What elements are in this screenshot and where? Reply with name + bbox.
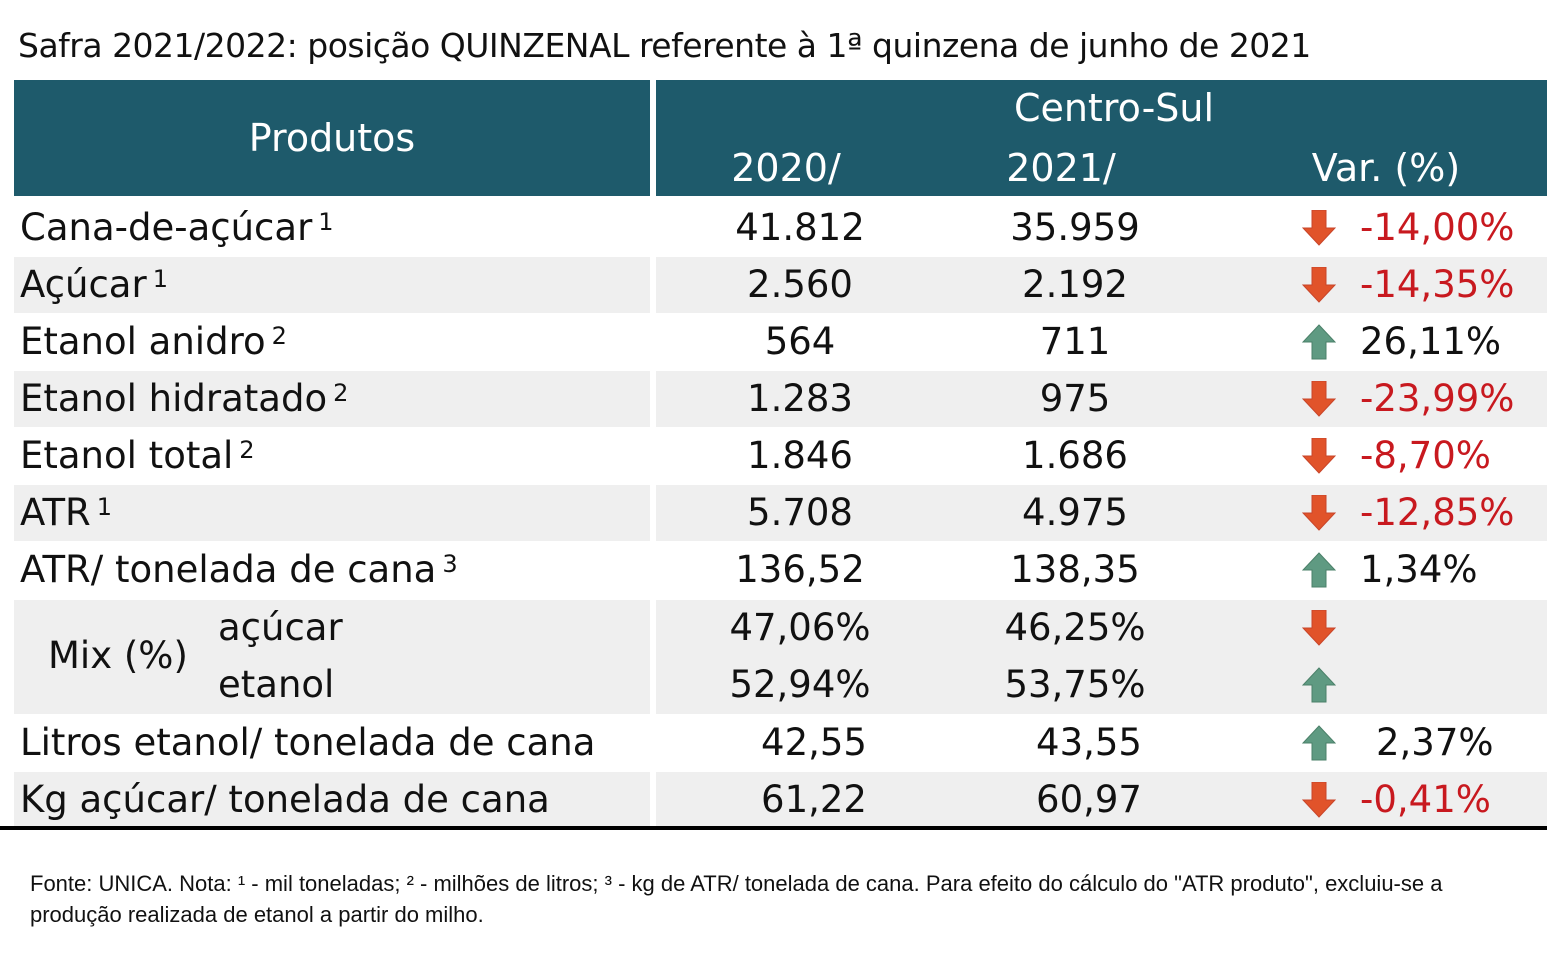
mix-sugar-label: açúcar: [218, 606, 343, 649]
row-label-text: ATR/ tonelada de cana: [20, 548, 437, 591]
row-label: Kg açúcar/ tonelada de cana: [20, 778, 550, 821]
header-products: Produtos: [14, 80, 650, 196]
value-2021: 60,97: [1036, 778, 1142, 821]
value-2020: 61,22: [761, 778, 867, 821]
table-row: ATR/ tonelada de cana 3 136,52 138,35 1,34%: [14, 542, 1547, 598]
row-label-text: Etanol anidro: [20, 320, 266, 363]
row-label: Etanol total 2: [20, 428, 255, 484]
row-label: ATR/ tonelada de cana 3: [20, 542, 458, 598]
value-var: -12,85%: [1360, 491, 1515, 534]
mix-sugar-2021: 46,25%: [1004, 606, 1146, 649]
down-arrow-icon: [1302, 782, 1336, 818]
value-2021: 138,35: [1010, 548, 1140, 591]
header-products-label: Produtos: [248, 116, 416, 160]
row-label-text: Açúcar: [20, 263, 147, 306]
table-title: Safra 2021/2022: posição QUINZENAL refer…: [18, 26, 1311, 65]
header-region-label: Centro-Sul: [1013, 86, 1215, 130]
value-2020: 1.846: [747, 434, 853, 477]
value-2020: 42,55: [761, 721, 867, 764]
down-arrow-icon: [1302, 495, 1336, 531]
value-2021: 711: [1039, 320, 1111, 363]
down-arrow-icon: [1302, 381, 1336, 417]
row-label-text: ATR: [20, 491, 91, 534]
header-col-2021: 2021/ 2022: [1006, 146, 1116, 234]
row-label-note: 2: [271, 322, 287, 350]
value-2020: 5.708: [747, 491, 853, 534]
row-label: Açúcar 1: [20, 257, 168, 313]
value-2021: 975: [1039, 377, 1111, 420]
table-row: Etanol hidratado 2 1.283 975 -23,99%: [14, 371, 1547, 427]
down-arrow-icon: [1302, 438, 1336, 474]
row-label-note: 1: [152, 265, 168, 293]
mix-ethanol-2020: 52,94%: [729, 663, 871, 706]
row-label: Etanol anidro 2: [20, 314, 287, 370]
value-var: 26,11%: [1360, 320, 1502, 363]
header-col-var: Var. (%): [1311, 146, 1461, 190]
header-col-2020: 2020/ 2021: [731, 146, 841, 234]
value-var: 1,34%: [1360, 548, 1478, 591]
value-2021: 1.686: [1022, 434, 1128, 477]
mix-sugar-2020: 47,06%: [729, 606, 871, 649]
row-label-note: 1: [318, 208, 334, 236]
row-label-note: 3: [442, 550, 458, 578]
up-arrow-icon: [1302, 552, 1336, 588]
table-row: Etanol total 2 1.846 1.686 -8,70%: [14, 428, 1547, 484]
row-label-text: Etanol total: [20, 434, 234, 477]
value-var: 2,37%: [1376, 721, 1494, 764]
table-row: Kg açúcar/ tonelada de cana 61,22 60,97 -0,…: [14, 772, 1547, 828]
row-label-note: 2: [333, 379, 349, 407]
table-bottom-rule: [0, 826, 1547, 830]
mix-label: Mix (%): [48, 634, 188, 677]
value-2020: 564: [764, 320, 836, 363]
value-2021: 2.192: [1022, 263, 1128, 306]
up-arrow-icon: [1302, 667, 1336, 703]
value-2020: 136,52: [735, 548, 865, 591]
value-var: -23,99%: [1360, 377, 1515, 420]
row-label: Cana-de-açúcar 1: [20, 200, 334, 256]
value-2020: 2.560: [747, 263, 853, 306]
up-arrow-icon: [1302, 725, 1336, 761]
value-var: -14,00%: [1360, 206, 1515, 249]
table-row: Etanol anidro 2 564 711 26,11%: [14, 314, 1547, 370]
value-2021: 4.975: [1022, 491, 1128, 534]
table-row: Açúcar 1 2.560 2.192 -14,35%: [14, 257, 1547, 313]
value-var: -0,41%: [1360, 778, 1491, 821]
row-label: ATR 1: [20, 485, 112, 541]
row-label-text: Cana-de-açúcar: [20, 206, 313, 249]
up-arrow-icon: [1302, 324, 1336, 360]
footnote: Fonte: UNICA. Nota: ¹ - mil toneladas; ²…: [30, 871, 1443, 927]
table-row: Litros etanol/ tonelada de cana 42,55 43,5…: [14, 715, 1547, 771]
table-row: Cana-de-açúcar 1 41.812 35.959 -14,00%: [14, 200, 1547, 256]
value-2020: 41.812: [735, 206, 865, 249]
value-2021: 43,55: [1036, 721, 1142, 764]
down-arrow-icon: [1302, 610, 1336, 646]
row-label: Litros etanol/ tonelada de cana: [20, 721, 596, 764]
down-arrow-icon: [1302, 210, 1336, 246]
row-label-note: 1: [96, 493, 113, 521]
row-label-text: Etanol hidratado: [20, 377, 328, 420]
row-label-note: 2: [239, 436, 255, 464]
value-var: -8,70%: [1360, 434, 1491, 477]
mix-ethanol-label: etanol: [218, 663, 335, 706]
mix-row: Mix (%) açúcar etanol 47,06% 46,25% 52,9…: [14, 600, 1547, 714]
value-2021: 35.959: [1010, 206, 1140, 249]
header-region: Centro-Sul 2020/ 2021 2021/ 2022 Var. (%…: [656, 80, 1547, 234]
row-label: Etanol hidratado 2: [20, 371, 348, 427]
mix-ethanol-2021: 53,75%: [1004, 663, 1146, 706]
value-var: -14,35%: [1360, 263, 1515, 306]
table-row: ATR 1 5.708 4.975 -12,85%: [14, 485, 1547, 541]
down-arrow-icon: [1302, 267, 1336, 303]
value-2020: 1.283: [747, 377, 853, 420]
